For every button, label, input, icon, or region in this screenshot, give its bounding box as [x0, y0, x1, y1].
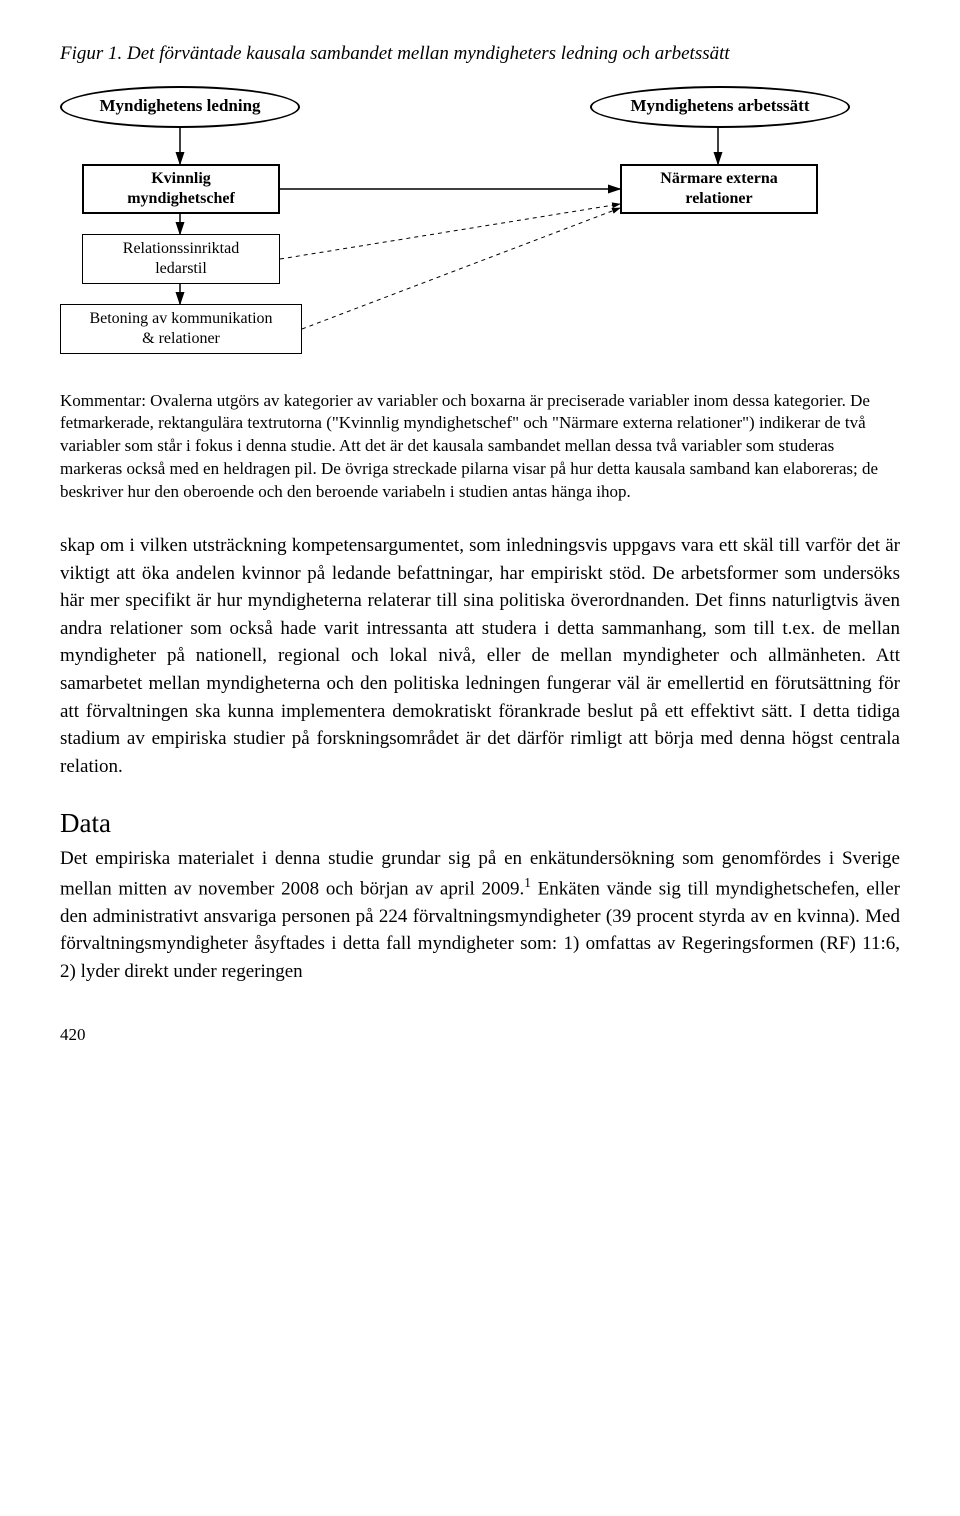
comment-text: Ovalerna utgörs av kategorier av variabl… [60, 391, 878, 502]
box-kvinnlig-myndighetschef: Kvinnligmyndighetschef [82, 164, 280, 214]
page-number: 420 [60, 1023, 900, 1048]
oval-left-label: Myndighetens ledning [99, 94, 260, 119]
comment-prefix: Kommentar: [60, 391, 146, 410]
oval-myndighetens-arbetssatt: Myndighetens arbetssätt [590, 86, 850, 128]
section-heading: Data [60, 804, 900, 843]
body-paragraph-1: skap om i vilken utsträckning kompetensa… [60, 532, 900, 780]
box-b4-label: Närmare externarelationer [660, 169, 777, 207]
figure-caption: Figur 1. Det förväntade kausala sambande… [60, 40, 900, 68]
figure-comment: Kommentar: Ovalerna utgörs av kategorier… [60, 390, 900, 505]
box-b3-label: Betoning av kommunikation& relationer [89, 309, 272, 347]
box-b1-label: Kvinnligmyndighetschef [127, 169, 235, 207]
footnote-ref: 1 [524, 875, 531, 890]
box-narmare-externa-relationer: Närmare externarelationer [620, 164, 818, 214]
box-b2-label: Relationssinriktadledarstil [123, 239, 239, 277]
oval-right-label: Myndighetens arbetssätt [631, 94, 810, 119]
section-paragraph: Det empiriska materialet i denna studie … [60, 845, 900, 985]
oval-myndighetens-ledning: Myndighetens ledning [60, 86, 300, 128]
diagram: Myndighetens ledning Myndighetens arbets… [60, 86, 900, 376]
figure-label: Figur 1. [60, 43, 122, 64]
box-betoning-kommunikation: Betoning av kommunikation& relationer [60, 304, 302, 354]
box-relationssinriktad-ledarstil: Relationssinriktadledarstil [82, 234, 280, 284]
figure-caption-text: Det förväntade kausala sambandet mellan … [127, 43, 730, 64]
